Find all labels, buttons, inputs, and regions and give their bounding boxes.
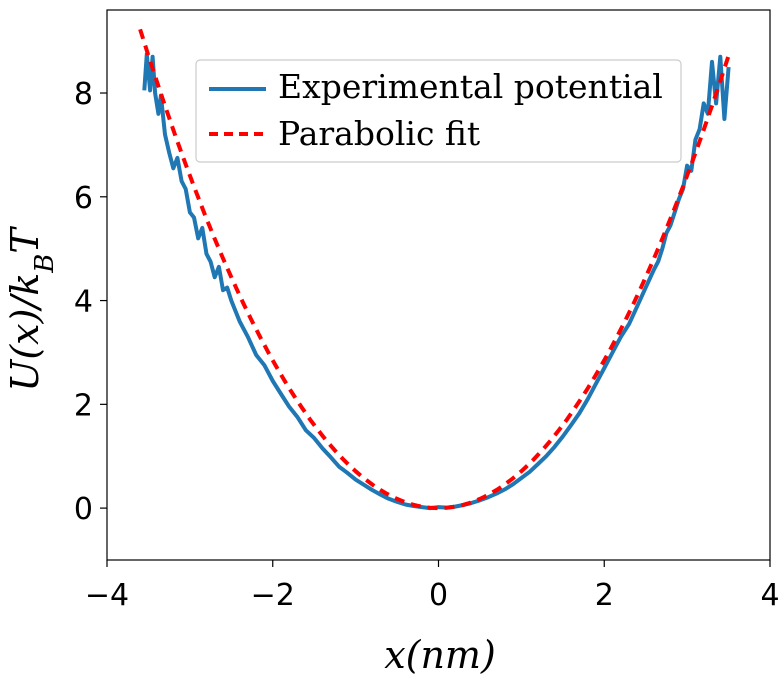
series-line-experimental xyxy=(142,52,731,511)
x-tick-label: −4 xyxy=(85,578,129,613)
y-tick-label: 4 xyxy=(74,285,93,320)
y-tick-label: 6 xyxy=(74,181,93,216)
series-line-parabolic-fit xyxy=(138,28,731,511)
x-tick-label: 4 xyxy=(760,578,779,613)
y-axis: 0 2 4 6 8 xyxy=(74,77,107,527)
y-label-part-u: U(x)/k xyxy=(3,273,47,392)
legend-label-experimental: Experimental potential xyxy=(278,67,663,106)
legend-frame xyxy=(195,59,682,163)
y-label-part-sub: B xyxy=(30,254,60,274)
x-tick-label: −2 xyxy=(251,578,295,613)
legend: Experimental potential Parabolic fit xyxy=(195,59,682,163)
y-label-part-t: T xyxy=(3,226,47,254)
plot-area xyxy=(138,28,731,511)
legend-label-fit: Parabolic fit xyxy=(278,114,480,153)
y-axis-label: U(x)/kBT xyxy=(3,226,60,392)
y-axis-label-group: U(x)/kBT xyxy=(3,226,60,392)
x-axis: −4 −2 0 2 4 xyxy=(85,560,780,613)
x-axis-label: x(nm) xyxy=(384,633,496,677)
y-tick-label: 8 xyxy=(74,77,93,112)
series-layer xyxy=(138,28,731,511)
x-tick-label: 2 xyxy=(595,578,614,613)
x-tick-label: 0 xyxy=(429,578,448,613)
y-tick-label: 0 xyxy=(74,492,93,527)
y-tick-label: 2 xyxy=(74,388,93,423)
